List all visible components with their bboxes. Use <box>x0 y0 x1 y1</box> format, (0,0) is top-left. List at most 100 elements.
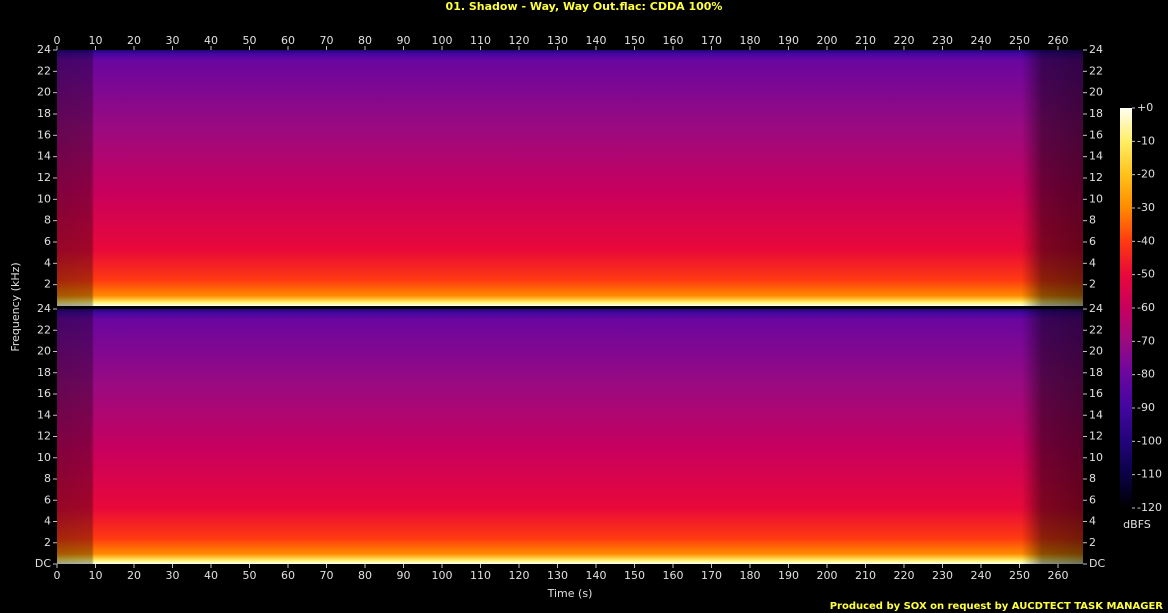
y-tick-label: 12 <box>37 171 51 184</box>
x-tick-label: 230 <box>932 34 953 47</box>
y-tick-label: 2 <box>44 278 51 291</box>
x-tick-label: 60 <box>281 569 295 582</box>
y-tick-label: 2 <box>44 536 51 549</box>
y-tick-label: 6 <box>44 493 51 506</box>
y-tick-label: 16 <box>37 387 51 400</box>
colorbar-tick-label: -120 <box>1137 501 1162 514</box>
y-tick-label: 8 <box>1089 214 1096 227</box>
colorbar-tick-label: -90 <box>1137 401 1155 414</box>
y-tick-label: 24 <box>37 302 51 315</box>
x-tick-label: 30 <box>165 569 179 582</box>
x-tick-label: 160 <box>662 569 683 582</box>
y-tick-label: 20 <box>37 345 51 358</box>
y-tick-label: 8 <box>44 214 51 227</box>
y-tick-label: 12 <box>1089 171 1103 184</box>
y-tick-label: 20 <box>37 86 51 99</box>
x-tick-label: 170 <box>701 569 722 582</box>
x-tick-label: 160 <box>662 34 683 47</box>
y-tick-label: DC <box>1089 557 1105 570</box>
y-tick-label: 22 <box>1089 64 1103 77</box>
x-tick-label: 230 <box>932 569 953 582</box>
x-tick-label: 200 <box>816 569 837 582</box>
y-tick-label: 14 <box>37 408 51 421</box>
x-tick-label: 190 <box>778 34 799 47</box>
x-tick-label: 170 <box>701 34 722 47</box>
x-tick-label: 70 <box>319 569 333 582</box>
x-tick-label: 210 <box>855 34 876 47</box>
x-tick-label: 50 <box>242 569 256 582</box>
colorbar-tick-label: -70 <box>1137 334 1155 347</box>
y-tick-label: 14 <box>37 150 51 163</box>
spectrogram-fade <box>57 50 1083 306</box>
y-tick-label: 4 <box>1089 256 1096 269</box>
x-tick-label: 200 <box>816 34 837 47</box>
y-tick-label: 6 <box>1089 235 1096 248</box>
colorbar <box>1120 108 1132 508</box>
y-tick-label: 16 <box>37 128 51 141</box>
y-tick-label: 24 <box>1089 302 1103 315</box>
y-tick-label: 4 <box>44 256 51 269</box>
chart-title: 01. Shadow - Way, Way Out.flac: CDDA 100… <box>446 0 723 13</box>
y-tick-label: 12 <box>37 430 51 443</box>
y-tick-label: 8 <box>1089 472 1096 485</box>
y-tick-label: 24 <box>37 43 51 56</box>
y-tick-label: 14 <box>1089 408 1103 421</box>
y-tick-label: 10 <box>37 192 51 205</box>
x-tick-label: 80 <box>358 569 372 582</box>
y-tick-label: 10 <box>1089 192 1103 205</box>
x-tick-label: 260 <box>1047 34 1068 47</box>
y-tick-label: 2 <box>1089 278 1096 291</box>
colorbar-tick-label: -50 <box>1137 268 1155 281</box>
y-tick-label: 22 <box>1089 323 1103 336</box>
x-tick-label: 220 <box>893 569 914 582</box>
y-tick-label: 12 <box>1089 430 1103 443</box>
colorbar-label: dBFS <box>1123 518 1151 531</box>
x-tick-label: 70 <box>319 34 333 47</box>
x-axis-label: Time (s) <box>547 587 593 600</box>
x-tick-label: 90 <box>396 34 410 47</box>
y-tick-label: 2 <box>1089 536 1096 549</box>
x-tick-label: 130 <box>547 34 568 47</box>
x-tick-label: 220 <box>893 34 914 47</box>
y-tick-label: 8 <box>44 472 51 485</box>
x-tick-label: 40 <box>204 569 218 582</box>
colorbar-tick-label: -60 <box>1137 301 1155 314</box>
x-tick-label: 10 <box>88 569 102 582</box>
x-tick-label: 50 <box>242 34 256 47</box>
colorbar-tick-label: -110 <box>1137 468 1162 481</box>
x-tick-label: 210 <box>855 569 876 582</box>
y-tick-label: 20 <box>1089 345 1103 358</box>
y-tick-label: 4 <box>1089 515 1096 528</box>
x-tick-label: 40 <box>204 34 218 47</box>
colorbar-tick-label: -10 <box>1137 134 1155 147</box>
y-tick-label: 10 <box>37 451 51 464</box>
spectrogram-fade <box>57 309 1083 564</box>
x-tick-label: 60 <box>281 34 295 47</box>
y-tick-label: 20 <box>1089 86 1103 99</box>
colorbar-tick-label: +0 <box>1137 101 1153 114</box>
colorbar-tick-label: -40 <box>1137 234 1155 247</box>
y-tick-label: DC <box>35 557 51 570</box>
x-tick-label: 100 <box>431 34 452 47</box>
x-tick-label: 240 <box>970 34 991 47</box>
x-tick-label: 90 <box>396 569 410 582</box>
x-tick-label: 30 <box>165 34 179 47</box>
y-tick-label: 6 <box>44 235 51 248</box>
colorbar-tick-label: -80 <box>1137 368 1155 381</box>
x-tick-label: 0 <box>54 569 61 582</box>
x-tick-label: 10 <box>88 34 102 47</box>
x-tick-label: 100 <box>431 569 452 582</box>
y-tick-label: 18 <box>1089 107 1103 120</box>
y-tick-label: 22 <box>37 323 51 336</box>
footer: Produced by SOX on request by AUCDTECT T… <box>830 601 1164 612</box>
y-tick-label: 14 <box>1089 150 1103 163</box>
colorbar-tick-label: -30 <box>1137 201 1155 214</box>
x-tick-label: 260 <box>1047 569 1068 582</box>
x-tick-label: 250 <box>1009 569 1030 582</box>
y-tick-label: 18 <box>1089 366 1103 379</box>
y-tick-label: 6 <box>1089 493 1096 506</box>
y-tick-label: 16 <box>1089 128 1103 141</box>
x-tick-label: 150 <box>624 569 645 582</box>
